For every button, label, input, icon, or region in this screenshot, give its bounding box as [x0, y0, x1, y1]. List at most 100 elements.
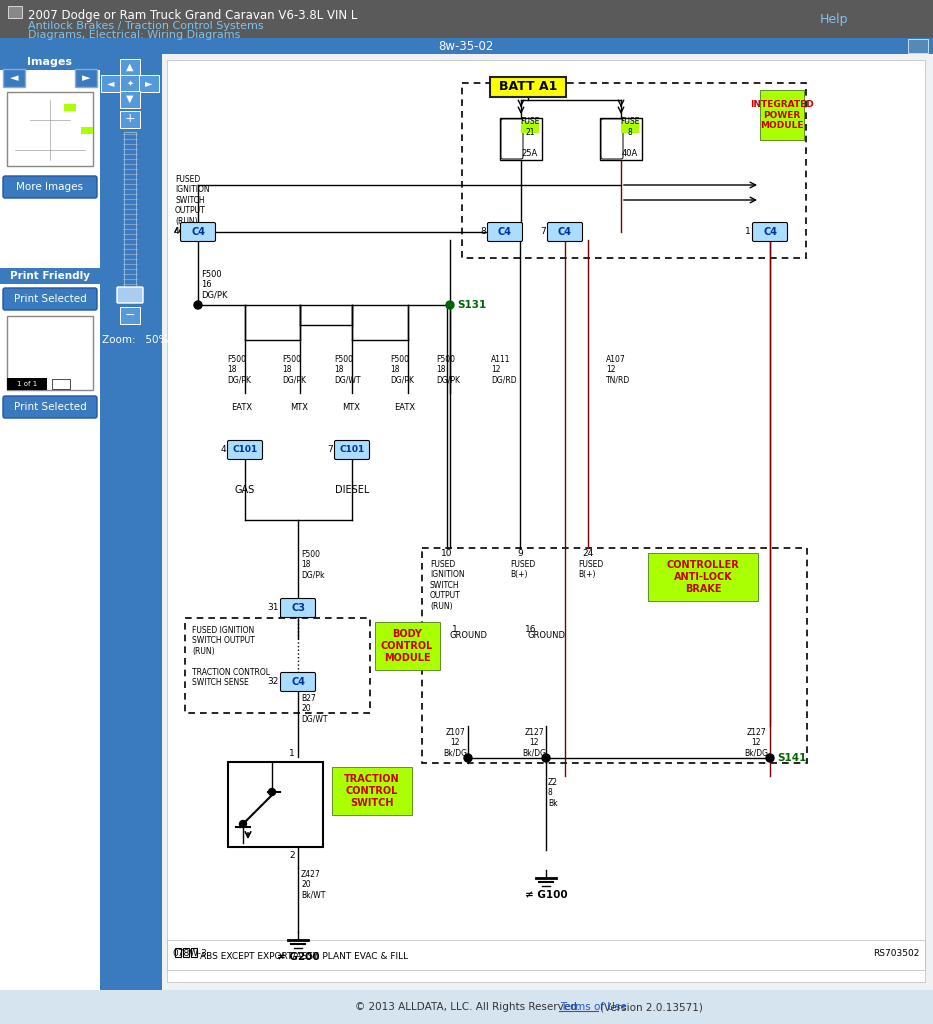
Bar — [175, 948, 181, 957]
Text: CONTROLLER
ANTI-LOCK
BRAKE: CONTROLLER ANTI-LOCK BRAKE — [666, 560, 739, 594]
Text: BODY
CONTROL
MODULE: BODY CONTROL MODULE — [381, 630, 433, 663]
Circle shape — [240, 820, 246, 827]
Text: 10: 10 — [441, 549, 453, 557]
Bar — [332, 767, 412, 815]
Text: Z127
12
Bk/DG: Z127 12 Bk/DG — [522, 728, 546, 758]
Text: Antilock Brakes / Traction Control Systems: Antilock Brakes / Traction Control Syste… — [28, 22, 264, 31]
Text: Zoom:   50%: Zoom: 50% — [102, 335, 168, 345]
Bar — [521, 121, 539, 133]
Bar — [228, 762, 323, 847]
FancyBboxPatch shape — [3, 396, 97, 418]
Bar — [8, 6, 22, 18]
Text: 4: 4 — [174, 227, 179, 237]
Text: ◄: ◄ — [9, 73, 19, 83]
Text: BATT A1: BATT A1 — [499, 81, 557, 93]
FancyBboxPatch shape — [488, 222, 522, 242]
Text: MTX: MTX — [342, 403, 360, 413]
FancyBboxPatch shape — [180, 222, 216, 242]
Text: 31: 31 — [268, 603, 279, 612]
Text: A107
12
TN/RD: A107 12 TN/RD — [606, 355, 631, 385]
Bar — [160, 54, 933, 990]
Text: RS703502: RS703502 — [873, 948, 920, 957]
FancyBboxPatch shape — [75, 69, 97, 87]
Text: FUSE
8: FUSE 8 — [620, 118, 640, 136]
FancyBboxPatch shape — [120, 59, 140, 76]
Text: EATX: EATX — [231, 403, 252, 413]
Text: F500
18
DG/PK: F500 18 DG/PK — [227, 355, 251, 385]
Text: FUSE
21: FUSE 21 — [521, 118, 539, 136]
Text: Print Selected: Print Selected — [14, 402, 87, 412]
FancyBboxPatch shape — [3, 69, 25, 87]
FancyBboxPatch shape — [3, 176, 97, 198]
Text: 8w-35-02: 8w-35-02 — [439, 40, 494, 52]
Text: Z107
12
Bk/DG: Z107 12 Bk/DG — [443, 728, 467, 758]
Text: 2: 2 — [289, 852, 295, 860]
Text: 1: 1 — [453, 626, 458, 635]
Text: 1 of 1: 1 of 1 — [17, 381, 37, 387]
Text: © 2013 ALLDATA, LLC. All Rights Reserved.: © 2013 ALLDATA, LLC. All Rights Reserved… — [355, 1002, 580, 1012]
Text: 2007 Dodge or Ram Truck Grand Caravan V6-3.8L VIN L: 2007 Dodge or Ram Truck Grand Caravan V6… — [28, 9, 357, 22]
Bar — [760, 90, 804, 140]
Text: 32: 32 — [268, 678, 279, 686]
Bar — [124, 132, 136, 294]
Circle shape — [766, 754, 774, 762]
Text: MTX: MTX — [290, 403, 308, 413]
FancyBboxPatch shape — [548, 222, 582, 242]
Text: ≠ G200: ≠ G200 — [277, 952, 319, 962]
Text: F500
18
DG/PK: F500 18 DG/PK — [436, 355, 460, 385]
FancyBboxPatch shape — [101, 75, 121, 92]
Bar — [648, 553, 758, 601]
Text: DIESEL: DIESEL — [335, 485, 369, 495]
Bar — [167, 60, 925, 982]
Text: Z2
8
Bk: Z2 8 Bk — [548, 778, 558, 808]
Bar — [7, 92, 93, 166]
Text: S141: S141 — [777, 753, 806, 763]
Text: 1: 1 — [745, 227, 751, 237]
Circle shape — [446, 301, 454, 309]
Text: −: − — [125, 308, 135, 322]
FancyBboxPatch shape — [281, 598, 315, 617]
Text: 1: 1 — [289, 750, 295, 759]
Text: A111
12
DG/RD: A111 12 DG/RD — [491, 355, 517, 385]
Text: ≠ G100: ≠ G100 — [524, 890, 567, 900]
Text: 8: 8 — [480, 227, 486, 237]
Text: 24: 24 — [582, 549, 593, 557]
Bar — [375, 622, 440, 670]
FancyBboxPatch shape — [228, 440, 262, 460]
FancyBboxPatch shape — [120, 75, 140, 92]
Text: GROUND: GROUND — [449, 632, 487, 640]
Text: Print Selected: Print Selected — [14, 294, 87, 304]
Text: ▼: ▼ — [126, 94, 133, 104]
Bar — [191, 948, 197, 957]
Text: 7: 7 — [327, 445, 333, 455]
FancyBboxPatch shape — [120, 91, 140, 108]
Text: FUSED IGNITION
SWITCH OUTPUT
(RUN): FUSED IGNITION SWITCH OUTPUT (RUN) — [192, 626, 255, 655]
Bar — [0, 268, 100, 284]
Text: TRACTION CONTROL
SWITCH SENSE: TRACTION CONTROL SWITCH SENSE — [192, 668, 270, 687]
Circle shape — [542, 754, 550, 762]
Circle shape — [269, 788, 275, 796]
Bar — [600, 118, 642, 160]
Text: Print Friendly: Print Friendly — [10, 271, 90, 281]
Text: C4: C4 — [558, 227, 572, 237]
Text: ▲: ▲ — [126, 62, 133, 72]
FancyBboxPatch shape — [281, 673, 315, 691]
Bar — [0, 38, 933, 54]
Text: +: + — [125, 113, 135, 126]
FancyBboxPatch shape — [601, 119, 623, 159]
Text: GAS: GAS — [235, 485, 255, 495]
Text: 7: 7 — [540, 227, 546, 237]
Text: FUSED
B(+): FUSED B(+) — [510, 560, 536, 580]
Circle shape — [464, 754, 472, 762]
Text: FUSED
B(+): FUSED B(+) — [578, 560, 604, 580]
Text: C4: C4 — [498, 227, 512, 237]
Text: F500
18
DG/PK: F500 18 DG/PK — [282, 355, 306, 385]
Text: FUSED
IGNITION
SWITCH
OUTPUT
(RUN): FUSED IGNITION SWITCH OUTPUT (RUN) — [430, 560, 465, 610]
Text: S131: S131 — [457, 300, 486, 310]
Text: 078W-3: 078W-3 — [172, 948, 207, 957]
FancyBboxPatch shape — [335, 440, 369, 460]
Bar — [908, 39, 928, 53]
Text: 40A: 40A — [622, 148, 638, 158]
Bar — [81, 127, 93, 134]
Text: FUSED
IGNITION
SWITCH
OUTPUT
(RUN): FUSED IGNITION SWITCH OUTPUT (RUN) — [175, 175, 210, 225]
